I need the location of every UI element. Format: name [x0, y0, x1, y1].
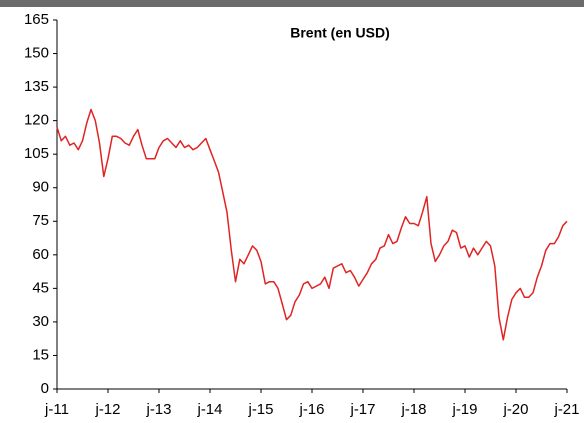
y-tick-label: 75 — [32, 212, 49, 229]
chart-title: Brent (en USD) — [290, 25, 390, 41]
y-tick-label: 60 — [32, 246, 49, 263]
y-tick-label: 0 — [41, 380, 49, 397]
x-tick-label: j-11 — [44, 401, 69, 418]
y-tick-label: 120 — [24, 112, 49, 129]
x-tick-label: j-12 — [94, 401, 120, 418]
top-band — [0, 0, 584, 7]
y-tick-label: 150 — [24, 45, 49, 62]
x-tick-label: j-13 — [145, 401, 171, 418]
y-tick-label: 30 — [32, 313, 49, 330]
x-tick-label: j-16 — [298, 401, 324, 418]
price-line — [56, 108, 568, 341]
x-tick-label: j-18 — [400, 401, 426, 418]
y-tick-label: 90 — [32, 179, 49, 196]
x-tick-label: j-17 — [349, 401, 375, 418]
y-tick-label: 135 — [24, 78, 49, 95]
x-tick-label: j-15 — [247, 401, 273, 418]
y-tick-label: 105 — [24, 145, 49, 162]
x-tick-label: j-14 — [196, 401, 222, 418]
x-tick-label: j-19 — [451, 401, 477, 418]
x-tick-label: j-21 — [553, 401, 579, 418]
y-tick-label: 15 — [32, 346, 49, 363]
x-tick-label: j-20 — [502, 401, 528, 418]
y-tick-label: 45 — [32, 279, 49, 296]
y-tick-label: 165 — [24, 11, 49, 28]
